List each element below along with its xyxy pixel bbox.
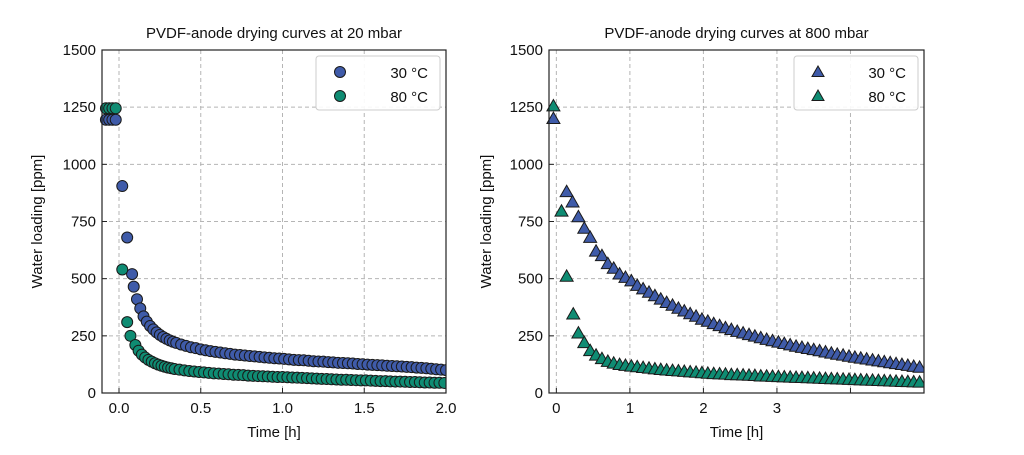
y-tick-label: 1000 — [510, 156, 543, 173]
y-tick-label: 1500 — [510, 42, 543, 59]
y-tick-label: 750 — [518, 214, 543, 231]
legend-marker — [811, 64, 825, 77]
data-marks — [546, 98, 924, 388]
data-point — [565, 194, 580, 208]
data-marks — [99, 102, 446, 389]
x-tick-label: 1 — [626, 400, 634, 417]
series-1 — [546, 111, 924, 373]
y-tick-label: 1250 — [63, 99, 96, 116]
data-point — [594, 248, 610, 262]
y-tick-label: 1000 — [63, 156, 96, 173]
legend-marker — [334, 90, 346, 102]
x-tick-label: 0.5 — [190, 400, 211, 417]
y-tick-label: 1500 — [63, 42, 96, 59]
x-axis-label: Time [h] — [710, 424, 764, 441]
data-point — [912, 359, 924, 373]
x-tick-label: 1.0 — [272, 400, 293, 417]
data-point — [606, 260, 622, 274]
y-tick-label: 250 — [71, 328, 96, 345]
y-tick-label: 0 — [88, 385, 96, 402]
x-axis-label: Time [h] — [247, 424, 301, 441]
legend-box — [793, 55, 919, 111]
series-2 — [546, 98, 924, 388]
y-tick-label: 250 — [518, 328, 543, 345]
data-point — [559, 184, 575, 198]
x-tick-label: 3 — [773, 400, 781, 417]
data-point — [109, 102, 122, 115]
data-point — [559, 268, 575, 282]
legend-marker — [811, 88, 825, 101]
plot-frame — [548, 49, 925, 394]
data-point — [121, 316, 134, 329]
chart-title: PVDF-anode drying curves at 20 mbar — [146, 25, 402, 42]
x-tick-label: 1.5 — [354, 400, 375, 417]
legend-marker — [334, 66, 346, 78]
data-point — [576, 335, 592, 349]
data-point — [116, 180, 129, 193]
plot-frame — [101, 49, 447, 394]
data-point — [571, 325, 586, 339]
data-point — [127, 280, 140, 293]
x-tick-label: 0 — [552, 400, 560, 417]
data-point — [571, 209, 586, 223]
x-tick-label: 2 — [699, 400, 707, 417]
x-tick-label: 2.0 — [436, 400, 457, 417]
data-point — [565, 306, 581, 320]
y-tick-label: 1250 — [510, 99, 543, 116]
y-tick-label: 500 — [71, 271, 96, 288]
series-2 — [99, 102, 446, 389]
data-point — [582, 229, 598, 243]
data-point — [438, 376, 446, 389]
y-axis-label: Water loading [ppm] — [478, 155, 495, 289]
data-point — [554, 203, 569, 217]
data-point — [576, 220, 592, 234]
x-tick-label: 0.0 — [109, 400, 130, 417]
legend: 30 °C 80 °C — [793, 55, 919, 111]
legend: 30 °C 80 °C — [315, 55, 441, 111]
y-tick-label: 0 — [535, 385, 543, 402]
chart-title: PVDF-anode drying curves at 800 mbar — [604, 25, 868, 42]
data-point — [912, 374, 924, 388]
data-point — [109, 113, 122, 126]
chart-panel-2: 0 1 2 3 0 250 500 750 1000 1250 1500 PVDF-anode dry… — [478, 25, 925, 441]
legend-label: 30 °C — [390, 65, 428, 82]
data-point — [121, 231, 134, 244]
legend-box — [315, 55, 441, 111]
y-tick-label: 500 — [518, 271, 543, 288]
y-tick-label: 750 — [71, 214, 96, 231]
data-point — [546, 111, 561, 124]
legend-label: 80 °C — [390, 89, 428, 106]
data-point — [440, 364, 446, 377]
data-point — [546, 98, 561, 112]
legend-label: 30 °C — [868, 65, 906, 82]
data-point — [116, 263, 129, 276]
data-point — [126, 268, 139, 281]
chart-panel-1: 0.0 0.5 1.0 1.5 2.0 0 250 500 750 1000 1250 1500 PVD… — [29, 25, 456, 441]
data-point — [124, 329, 137, 342]
y-axis-label: Water loading [ppm] — [29, 155, 46, 289]
series-1 — [99, 113, 446, 377]
legend-label: 80 °C — [868, 89, 906, 106]
